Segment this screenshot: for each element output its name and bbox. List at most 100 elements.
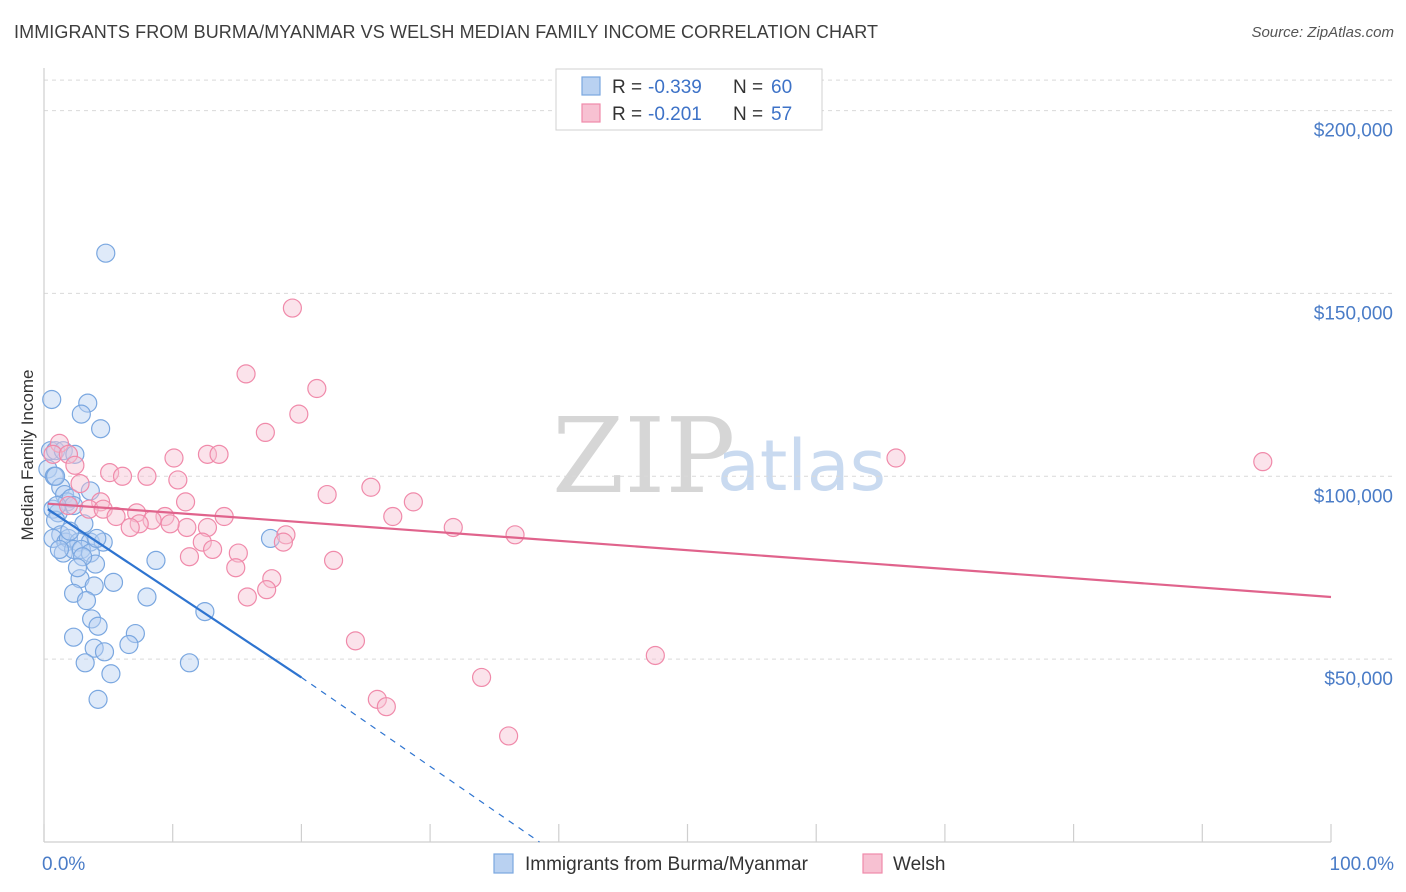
watermark-atlas: atlas bbox=[717, 425, 886, 507]
point-burma-52 bbox=[88, 689, 108, 709]
point-burma-40 bbox=[76, 591, 97, 611]
trend-line-burma bbox=[47, 508, 303, 679]
point-welsh-48 bbox=[345, 631, 366, 651]
point-welsh-26 bbox=[106, 506, 126, 527]
point-welsh-49 bbox=[645, 645, 665, 666]
point-burma-0 bbox=[96, 243, 116, 263]
point-welsh-34 bbox=[197, 517, 218, 538]
point-welsh-43 bbox=[323, 550, 344, 571]
bottom-legend: Immigrants from Burma/Myanmar Welsh bbox=[493, 853, 945, 875]
legend-r-label-burma: R = bbox=[612, 77, 642, 98]
point-burma-28 bbox=[53, 543, 73, 563]
point-welsh-13 bbox=[112, 466, 133, 486]
point-burma-39 bbox=[137, 587, 157, 607]
axes bbox=[43, 68, 1332, 843]
chart-title: IMMIGRANTS FROM BURMA/MYANMAR VS WELSH M… bbox=[14, 22, 879, 42]
point-burma-47 bbox=[84, 638, 104, 658]
point-welsh-53 bbox=[499, 726, 519, 746]
legend-r-value-burma: -0.339 bbox=[648, 77, 702, 98]
legend-n-value-welsh: 57 bbox=[771, 104, 792, 125]
point-welsh-11 bbox=[65, 455, 85, 475]
point-burma-58 bbox=[67, 558, 88, 578]
x-tick-max: 100.0% bbox=[1330, 854, 1395, 875]
point-welsh-36 bbox=[276, 525, 296, 545]
point-welsh-16 bbox=[70, 474, 90, 494]
legend-n-label-burma: N = bbox=[733, 77, 763, 98]
bottom-legend-label-welsh: Welsh bbox=[893, 854, 945, 875]
y-axis-label: Median Family Income bbox=[18, 369, 37, 540]
series-burma-points bbox=[38, 243, 281, 709]
point-welsh-1 bbox=[236, 364, 256, 384]
x-tick-min: 0.0% bbox=[42, 854, 85, 875]
point-burma-51 bbox=[101, 664, 121, 684]
bottom-legend-swatch-welsh bbox=[862, 853, 883, 874]
trend-extension-burma bbox=[301, 676, 540, 843]
source-credit: Source: ZipAtlas.com bbox=[1251, 24, 1394, 41]
point-welsh-0 bbox=[282, 298, 302, 318]
point-burma-45 bbox=[64, 627, 84, 647]
point-burma-54 bbox=[49, 539, 70, 560]
point-welsh-46 bbox=[257, 580, 277, 600]
point-welsh-45 bbox=[262, 569, 282, 589]
legend-r-value-welsh: -0.201 bbox=[648, 104, 702, 125]
series-welsh-points bbox=[43, 298, 1273, 746]
point-welsh-56 bbox=[160, 514, 180, 534]
point-welsh-8 bbox=[197, 444, 218, 464]
y-tick-label-3: $200,000 bbox=[1314, 121, 1393, 142]
point-welsh-17 bbox=[361, 477, 381, 497]
point-burma-9 bbox=[38, 459, 58, 479]
point-burma-2 bbox=[78, 393, 98, 413]
point-welsh-10 bbox=[164, 448, 184, 468]
point-burma-1 bbox=[42, 389, 62, 410]
point-welsh-9 bbox=[209, 444, 229, 464]
point-welsh-38 bbox=[192, 532, 212, 552]
point-welsh-3 bbox=[289, 404, 309, 424]
point-welsh-39 bbox=[273, 532, 293, 552]
legend-swatch-welsh bbox=[581, 103, 601, 123]
point-burma-36 bbox=[103, 572, 124, 592]
y-tick-label-1: $100,000 bbox=[1314, 486, 1393, 507]
point-burma-42 bbox=[82, 609, 102, 629]
bottom-legend-label-burma: Immigrants from Burma/Myanmar bbox=[525, 854, 809, 875]
point-burma-46 bbox=[119, 634, 139, 655]
point-welsh-52 bbox=[376, 697, 396, 717]
trend-line-welsh bbox=[47, 502, 1332, 599]
point-burma-33 bbox=[146, 550, 166, 571]
point-welsh-54 bbox=[886, 448, 906, 468]
point-welsh-44 bbox=[226, 558, 246, 578]
y-tick-label-2: $150,000 bbox=[1314, 303, 1393, 324]
point-welsh-33 bbox=[177, 517, 197, 538]
watermark-zip: ZIP bbox=[552, 395, 735, 517]
point-welsh-32 bbox=[120, 517, 140, 538]
point-welsh-19 bbox=[175, 492, 196, 512]
point-burma-3 bbox=[71, 404, 91, 424]
point-burma-59 bbox=[87, 528, 107, 549]
point-welsh-47 bbox=[237, 587, 257, 607]
point-burma-27 bbox=[93, 532, 113, 552]
point-welsh-18 bbox=[317, 484, 337, 505]
point-burma-53 bbox=[45, 466, 66, 486]
point-welsh-37 bbox=[505, 525, 525, 545]
bottom-legend-swatch-burma bbox=[493, 853, 514, 874]
point-welsh-2 bbox=[307, 378, 327, 399]
legend-swatch-burma bbox=[581, 76, 601, 96]
point-burma-56 bbox=[73, 547, 93, 567]
point-welsh-29 bbox=[383, 506, 403, 527]
y-tick-labels: $50,000 $100,000 $150,000 $200,000 bbox=[1314, 121, 1393, 691]
point-welsh-42 bbox=[179, 547, 200, 567]
point-welsh-23 bbox=[79, 499, 99, 519]
point-welsh-50 bbox=[471, 667, 492, 688]
point-burma-44 bbox=[125, 623, 145, 644]
watermark: ZIP atlas bbox=[552, 395, 886, 517]
legend-r-label-welsh: R = bbox=[612, 104, 642, 125]
y-tick-label-0: $50,000 bbox=[1324, 669, 1393, 690]
point-welsh-21 bbox=[403, 492, 423, 512]
point-burma-50 bbox=[75, 653, 95, 673]
trend-lines bbox=[47, 502, 1332, 843]
legend-box: R = -0.339 N = 60 R = -0.201 N = 57 bbox=[555, 68, 823, 131]
point-welsh-14 bbox=[137, 466, 157, 486]
legend-n-value-burma: 60 bbox=[771, 77, 792, 98]
point-burma-48 bbox=[94, 642, 115, 662]
point-burma-4 bbox=[91, 419, 111, 439]
